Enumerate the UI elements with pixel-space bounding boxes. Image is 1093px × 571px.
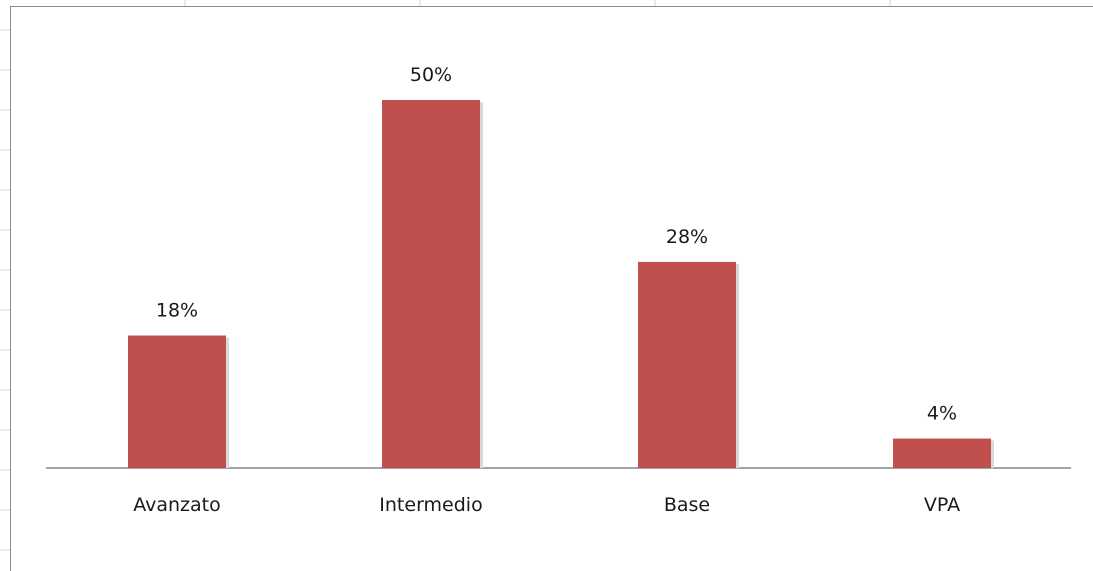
bar-base[interactable]	[638, 261, 736, 468]
data-labels-group: 18% 50% 28% 4%	[156, 64, 957, 425]
bars-group	[128, 100, 994, 468]
category-label-intermedio: Intermedio	[379, 494, 482, 516]
data-label-avanzato: 18%	[156, 300, 198, 322]
bar-vpa[interactable]	[893, 438, 991, 468]
category-label-base: Base	[664, 494, 710, 516]
bar-intermedio[interactable]	[382, 100, 480, 468]
category-label-vpa: VPA	[924, 494, 960, 516]
bar-avanzato[interactable]	[128, 335, 226, 468]
category-label-avanzato: Avanzato	[133, 494, 221, 516]
data-label-base: 28%	[666, 226, 708, 248]
data-label-intermedio: 50%	[410, 64, 452, 86]
chart-area[interactable]	[10, 6, 1093, 571]
category-labels-group: Avanzato Intermedio Base VPA	[133, 494, 960, 516]
data-label-vpa: 4%	[927, 403, 957, 425]
